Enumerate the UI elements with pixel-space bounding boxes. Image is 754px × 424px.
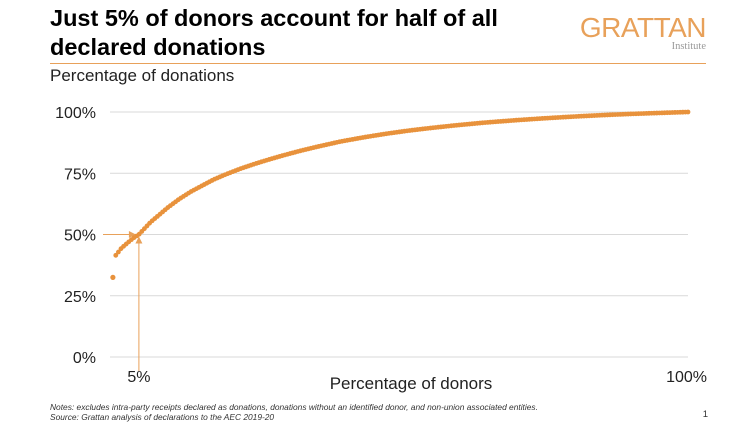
chart-title: Just 5% of donors account for half of al… bbox=[50, 4, 570, 62]
y-tick-label: 75% bbox=[64, 166, 96, 183]
grid-layer bbox=[110, 111, 688, 358]
y-axis-label: Percentage of donations bbox=[50, 66, 235, 85]
notes-text: Notes: excludes intra-party receipts dec… bbox=[50, 402, 538, 412]
data-point bbox=[115, 249, 121, 255]
vertical-arrowhead bbox=[135, 236, 143, 244]
data-point bbox=[113, 252, 119, 258]
x-tick-label: 100% bbox=[666, 369, 707, 386]
page-number: 1 bbox=[702, 409, 708, 420]
data-point bbox=[110, 274, 116, 280]
logo-subtext: Institute bbox=[671, 41, 706, 52]
grattan-logo: GRATTAN Institute bbox=[579, 12, 707, 53]
y-tick-labels: 100% 75% 50% 25% 0% bbox=[55, 105, 96, 367]
chart-title-line-2: declared donations bbox=[50, 34, 266, 60]
data-point bbox=[685, 109, 691, 115]
chart-title-line-1: Just 5% of donors account for half of al… bbox=[50, 5, 498, 31]
logo-wordmark: GRATTAN bbox=[579, 12, 707, 43]
y-tick-label: 25% bbox=[64, 289, 96, 306]
x-axis-label: Percentage of donors bbox=[330, 374, 493, 393]
header-rule bbox=[50, 63, 706, 64]
annotation-arrows bbox=[103, 231, 143, 371]
source-text: Source: Grattan analysis of declarations… bbox=[50, 412, 275, 422]
y-tick-label: 50% bbox=[64, 228, 96, 245]
x-tick-labels: 5% 100% bbox=[127, 369, 707, 386]
horizontal-arrowhead bbox=[128, 231, 136, 238]
x-tick-label: 5% bbox=[127, 369, 150, 386]
y-tick-label: 100% bbox=[55, 105, 96, 122]
data-points bbox=[110, 109, 691, 280]
y-tick-label: 0% bbox=[73, 350, 96, 367]
footnotes: Notes: excludes intra-party receipts dec… bbox=[50, 402, 538, 422]
